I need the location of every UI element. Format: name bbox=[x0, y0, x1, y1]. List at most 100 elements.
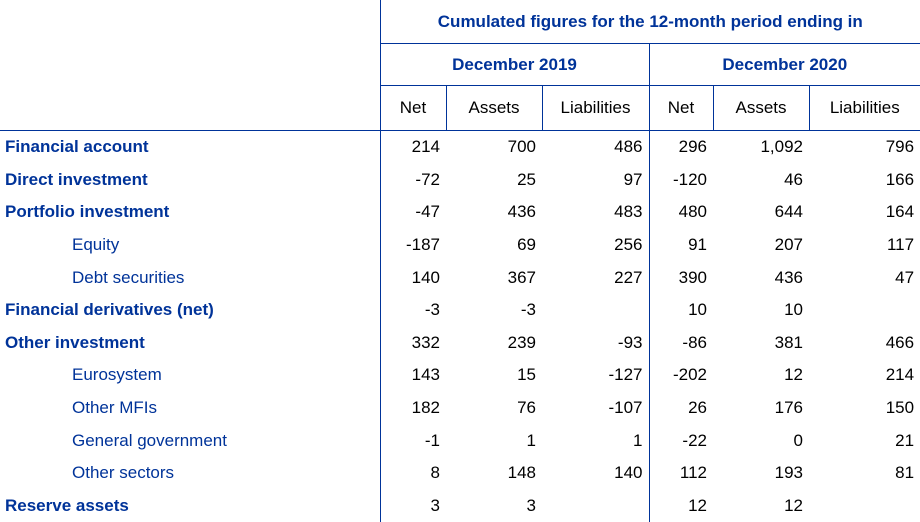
table-row: Direct investment -72 25 97 -120 46 166 bbox=[0, 163, 920, 197]
table-cell: 12 bbox=[784, 495, 803, 515]
table-cell: 3 bbox=[526, 495, 536, 515]
row-label: Other MFIs bbox=[72, 398, 158, 418]
row-label: Financial derivatives (net) bbox=[5, 300, 214, 320]
table-row: General government -1 1 1 -22 0 21 bbox=[0, 424, 920, 457]
table-row: Eurosystem 143 15 -127 -202 12 214 bbox=[0, 359, 920, 392]
table-cell: 166 bbox=[885, 169, 915, 189]
table-cell: 207 bbox=[774, 235, 803, 255]
table-cell: 381 bbox=[774, 332, 803, 352]
column-header-liabilities: Liabilities bbox=[541, 85, 649, 131]
row-label: Direct investment bbox=[5, 169, 148, 189]
row-label: Financial account bbox=[5, 137, 149, 157]
table-body: Financial account 214 700 486 296 1,092 796 Dir… bbox=[0, 130, 920, 522]
table-cell: 21 bbox=[895, 430, 915, 450]
table-cell: 69 bbox=[517, 235, 536, 255]
table-row: Other sectors 8 148 140 112 193 81 bbox=[0, 456, 920, 490]
table-cell: 117 bbox=[886, 235, 915, 255]
table-cell: 296 bbox=[648, 130, 713, 164]
table-cell: 390 bbox=[648, 261, 713, 294]
table-cell: 0 bbox=[793, 430, 803, 450]
table-row: Debt securities 140 367 227 390 436 47 bbox=[0, 261, 920, 294]
table-cell: 1 bbox=[633, 430, 643, 450]
column-header-net: Net bbox=[648, 85, 713, 131]
table-cell: 10 bbox=[784, 300, 803, 320]
table-cell: -3 bbox=[379, 293, 446, 327]
table-cell: -93 bbox=[617, 332, 643, 352]
table-row: Reserve assets 3 3 12 12 bbox=[0, 489, 920, 522]
row-label: Other sectors bbox=[72, 463, 175, 483]
table-cell: 112 bbox=[648, 456, 713, 490]
table-row: Other investment 332 239 -93 -86 381 466 bbox=[0, 326, 920, 360]
column-header-liabilities: Liabilities bbox=[808, 85, 920, 131]
table-cell bbox=[809, 490, 920, 522]
row-label: Reserve assets bbox=[5, 495, 129, 515]
row-label: Equity bbox=[72, 235, 120, 255]
table-cell: 193 bbox=[774, 463, 803, 483]
table-cell: 81 bbox=[895, 463, 915, 483]
table-cell: 26 bbox=[648, 391, 713, 425]
table-cell: -107 bbox=[608, 398, 643, 418]
table-cell: -187 bbox=[379, 228, 446, 262]
table-cell: 214 bbox=[379, 130, 446, 164]
header-corner bbox=[0, 44, 380, 86]
table-row: Other MFIs 182 76 -107 26 176 150 bbox=[0, 391, 920, 425]
table-cell: 480 bbox=[648, 196, 713, 229]
table-cell: 436 bbox=[774, 267, 803, 287]
table-cell bbox=[542, 294, 649, 327]
table-cell: 8 bbox=[379, 456, 446, 490]
table-cell: 367 bbox=[507, 267, 536, 287]
table-cell: -120 bbox=[648, 163, 713, 197]
row-label: Eurosystem bbox=[72, 365, 162, 385]
table-cell: 483 bbox=[614, 202, 643, 222]
table-cell: -86 bbox=[648, 326, 713, 360]
table-cell: 97 bbox=[623, 169, 643, 189]
table-cell: 140 bbox=[379, 261, 446, 294]
table-cell: 227 bbox=[614, 267, 643, 287]
header-title: Cumulated figures for the 12-month perio… bbox=[379, 0, 920, 44]
period-header-2020: December 2020 bbox=[648, 43, 920, 86]
table-row: Portfolio investment -47 436 483 480 644 164 bbox=[0, 196, 920, 229]
table-cell: 1,092 bbox=[760, 137, 803, 157]
table-row: Equity -187 69 256 91 207 117 bbox=[0, 228, 920, 262]
table-cell: 140 bbox=[614, 463, 643, 483]
header-corner bbox=[0, 0, 380, 44]
table-row: Financial account 214 700 486 296 1,092 796 bbox=[0, 130, 920, 164]
row-label: General government bbox=[72, 430, 227, 450]
row-label: Portfolio investment bbox=[5, 202, 170, 222]
table-cell: 15 bbox=[517, 365, 536, 385]
table-cell: 256 bbox=[614, 235, 643, 255]
table-cell: 176 bbox=[774, 398, 803, 418]
table-cell: 91 bbox=[648, 228, 713, 262]
table-cell bbox=[809, 294, 920, 327]
table-cell: 143 bbox=[379, 359, 446, 392]
table-cell: 150 bbox=[885, 398, 915, 418]
table-cell: 148 bbox=[507, 463, 536, 483]
table-cell: 12 bbox=[648, 489, 713, 522]
table-cell bbox=[542, 490, 649, 522]
table-row: Financial derivatives (net) -3 -3 10 10 bbox=[0, 293, 920, 327]
table-cell: 76 bbox=[517, 398, 536, 418]
table-cell: -202 bbox=[648, 359, 713, 392]
table-cell: -1 bbox=[379, 424, 446, 457]
table-cell: -72 bbox=[379, 163, 446, 197]
table-cell: 10 bbox=[648, 293, 713, 327]
row-label: Debt securities bbox=[72, 267, 185, 287]
table-cell: 796 bbox=[885, 137, 915, 157]
table-cell: 3 bbox=[379, 489, 446, 522]
table-cell: 436 bbox=[507, 202, 536, 222]
header-corner bbox=[0, 85, 380, 131]
table-cell: 164 bbox=[885, 202, 915, 222]
table-cell: 1 bbox=[526, 430, 536, 450]
table-cell: 12 bbox=[784, 365, 803, 385]
table-cell: 182 bbox=[379, 391, 446, 425]
period-header-2019: December 2019 bbox=[379, 43, 649, 86]
column-header-assets: Assets bbox=[445, 85, 542, 131]
table-header: Cumulated figures for the 12-month perio… bbox=[0, 0, 920, 131]
column-header-assets: Assets bbox=[712, 85, 809, 131]
table-cell: 486 bbox=[614, 137, 643, 157]
table-cell: 214 bbox=[885, 365, 915, 385]
table-cell: 466 bbox=[885, 332, 915, 352]
table-cell: 239 bbox=[507, 332, 536, 352]
column-header-net: Net bbox=[379, 85, 446, 131]
